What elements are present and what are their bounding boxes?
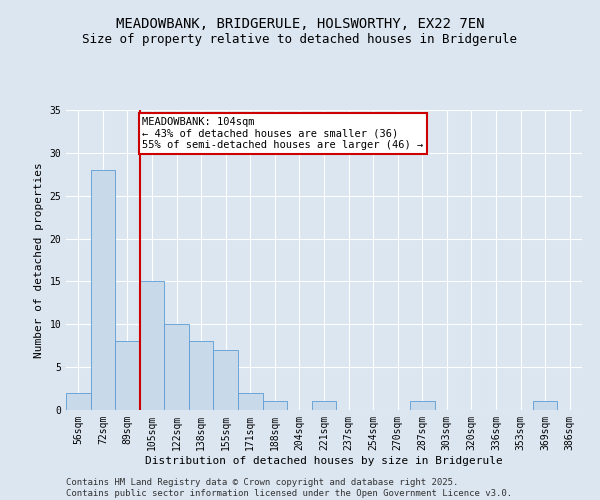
Bar — [91, 170, 115, 410]
Text: MEADOWBANK, BRIDGERULE, HOLSWORTHY, EX22 7EN: MEADOWBANK, BRIDGERULE, HOLSWORTHY, EX22… — [116, 18, 484, 32]
Text: MEADOWBANK: 104sqm
← 43% of detached houses are smaller (36)
55% of semi-detache: MEADOWBANK: 104sqm ← 43% of detached hou… — [142, 117, 424, 150]
Y-axis label: Number of detached properties: Number of detached properties — [34, 162, 44, 358]
X-axis label: Distribution of detached houses by size in Bridgerule: Distribution of detached houses by size … — [145, 456, 503, 466]
Bar — [263, 402, 287, 410]
Bar — [238, 393, 263, 410]
Text: Contains HM Land Registry data © Crown copyright and database right 2025.
Contai: Contains HM Land Registry data © Crown c… — [66, 478, 512, 498]
Bar — [164, 324, 189, 410]
Bar — [410, 402, 434, 410]
Bar — [312, 402, 336, 410]
Bar — [66, 393, 91, 410]
Bar — [189, 342, 214, 410]
Bar — [214, 350, 238, 410]
Text: Size of property relative to detached houses in Bridgerule: Size of property relative to detached ho… — [83, 32, 517, 46]
Bar — [140, 282, 164, 410]
Bar — [115, 342, 140, 410]
Bar — [533, 402, 557, 410]
